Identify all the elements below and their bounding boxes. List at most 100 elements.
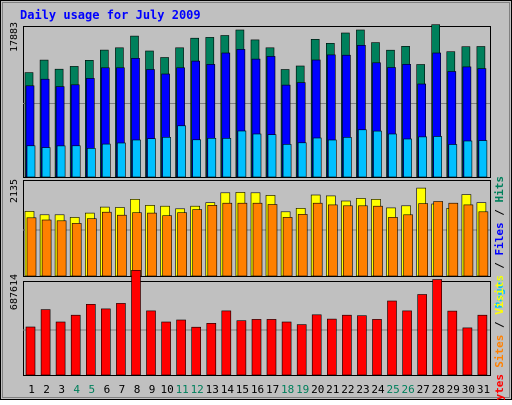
bar-kbytes-day-7 — [116, 303, 126, 376]
bar-pages-day-10 — [162, 137, 171, 178]
bar-pages-day-15 — [237, 130, 247, 178]
panel-pages-files-hits: 17883 Pages / Files / Hits — [9, 22, 506, 309]
bar-kbytes-day-24 — [372, 319, 382, 376]
bar-kbytes-day-13 — [206, 322, 217, 376]
series-files — [25, 44, 487, 178]
bar-sites-day-20 — [312, 202, 323, 277]
legend-part: Visits — [493, 275, 506, 315]
bar-pages-day-23 — [358, 129, 367, 178]
bar-sites-day-4 — [71, 223, 82, 277]
bar-sites-day-2 — [41, 219, 52, 277]
x-tick-label: 2 — [43, 383, 50, 396]
x-axis-day-labels: 1 2 3 4 5 6 7 8 9 10 11 12 13 14 15 16 17 18 19 20 21 22 23 24 2… — [28, 383, 490, 396]
x-tick-label: 13 — [206, 383, 219, 396]
bar-kbytes-day-28 — [432, 279, 443, 376]
bar-sites-day-6 — [102, 211, 112, 277]
bar-pages-day-11 — [177, 125, 186, 178]
x-tick-label: 9 — [149, 383, 156, 396]
x-tick-label: 15 — [236, 383, 249, 396]
bar-sites-day-25 — [388, 217, 398, 277]
bar-sites-day-27 — [418, 203, 429, 277]
bar-pages-day-16 — [252, 133, 262, 178]
legend-visits-sites: Sites / Visits — [493, 275, 506, 368]
bar-sites-day-18 — [282, 217, 293, 277]
x-tick-label: 3 — [58, 383, 65, 396]
panel-kbytes: 687614 KBytes — [9, 269, 506, 405]
bar-sites-day-17 — [267, 204, 278, 277]
bar-kbytes-day-14 — [221, 310, 232, 376]
bar-pages-day-22 — [343, 137, 352, 178]
bar-pages-day-5 — [87, 148, 96, 178]
legend-part: / — [493, 315, 506, 335]
x-tick-label: 18 — [281, 383, 294, 396]
chart-title: Daily usage for July 2009 — [20, 8, 201, 22]
bar-kbytes-day-11 — [176, 319, 186, 376]
bar-sites-day-22 — [343, 205, 353, 277]
x-tick-label: 24 — [371, 383, 385, 396]
bar-kbytes-day-9 — [146, 310, 156, 376]
series-kbytes — [25, 269, 488, 376]
bar-pages-day-26 — [403, 138, 412, 178]
bar-kbytes-day-4 — [70, 314, 81, 376]
y-max-label: 687614 — [9, 274, 20, 310]
bar-pages-day-25 — [388, 133, 397, 178]
x-tick-label: 22 — [341, 383, 354, 396]
bar-sites-day-24 — [373, 205, 383, 277]
bar-kbytes-day-23 — [357, 315, 367, 376]
x-tick-label: 8 — [134, 383, 141, 396]
bar-kbytes-day-16 — [251, 319, 262, 376]
bar-sites-day-23 — [358, 205, 368, 277]
bar-sites-day-14 — [222, 202, 233, 277]
bar-sites-day-3 — [56, 220, 67, 277]
bar-sites-day-21 — [327, 204, 338, 277]
legend-kbytes: KBytes — [493, 374, 506, 400]
x-tick-label: 29 — [447, 383, 460, 396]
bar-pages-day-18 — [282, 144, 292, 178]
x-tick-label: 30 — [462, 383, 475, 396]
bar-sites-day-28 — [433, 201, 444, 277]
bar-pages-day-3 — [56, 145, 66, 178]
x-tick-label: 20 — [311, 383, 324, 396]
bar-pages-day-21 — [327, 139, 337, 178]
x-tick-label: 6 — [104, 383, 111, 396]
bar-kbytes-day-25 — [387, 300, 397, 376]
bar-kbytes-day-10 — [161, 321, 171, 376]
bar-sites-day-13 — [207, 205, 218, 277]
bar-pages-day-31 — [478, 140, 488, 178]
x-tick-label: 12 — [191, 383, 204, 396]
x-tick-label: 25 — [386, 383, 399, 396]
bar-kbytes-day-19 — [296, 324, 307, 376]
bar-pages-day-8 — [132, 139, 141, 178]
bar-sites-day-12 — [192, 209, 202, 277]
bar-kbytes-day-3 — [55, 321, 66, 376]
bar-pages-day-24 — [373, 130, 382, 178]
x-tick-label: 31 — [477, 383, 490, 396]
bar-sites-day-10 — [162, 215, 172, 277]
legend-part: Hits — [493, 176, 506, 203]
bar-sites-day-19 — [297, 214, 308, 277]
bar-kbytes-day-8 — [131, 269, 141, 376]
bar-pages-day-28 — [433, 136, 443, 178]
bar-pages-day-17 — [267, 134, 277, 178]
bar-pages-day-27 — [418, 136, 428, 178]
bar-kbytes-day-31 — [477, 314, 488, 376]
legend-part: Sites — [493, 335, 506, 368]
x-tick-label: 21 — [326, 383, 339, 396]
bar-kbytes-day-29 — [447, 310, 458, 376]
series-sites — [26, 201, 489, 277]
bar-sites-day-16 — [252, 202, 263, 277]
bar-pages-day-13 — [207, 138, 217, 178]
x-tick-label: 27 — [417, 383, 430, 396]
bar-pages-day-12 — [192, 139, 201, 178]
bar-pages-day-30 — [463, 140, 473, 178]
bar-kbytes-day-15 — [236, 320, 247, 376]
bar-pages-day-6 — [102, 143, 111, 178]
x-tick-label: 7 — [119, 383, 126, 396]
bar-sites-day-15 — [237, 202, 248, 277]
bar-sites-day-30 — [463, 204, 474, 277]
x-tick-label: 28 — [432, 383, 445, 396]
bar-kbytes-day-27 — [417, 294, 428, 376]
